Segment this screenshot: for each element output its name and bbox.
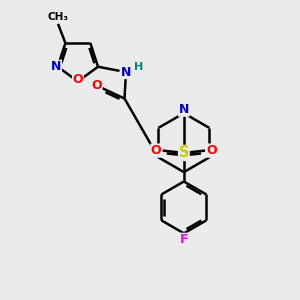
Text: N: N <box>179 103 189 116</box>
Text: S: S <box>178 146 189 160</box>
Text: F: F <box>180 233 188 246</box>
Text: H: H <box>134 62 143 72</box>
Text: N: N <box>51 60 62 73</box>
Text: CH₃: CH₃ <box>47 12 68 22</box>
Text: O: O <box>73 74 83 86</box>
Text: O: O <box>151 144 161 157</box>
Text: O: O <box>91 80 102 92</box>
Text: N: N <box>121 65 131 79</box>
Text: O: O <box>206 144 217 157</box>
